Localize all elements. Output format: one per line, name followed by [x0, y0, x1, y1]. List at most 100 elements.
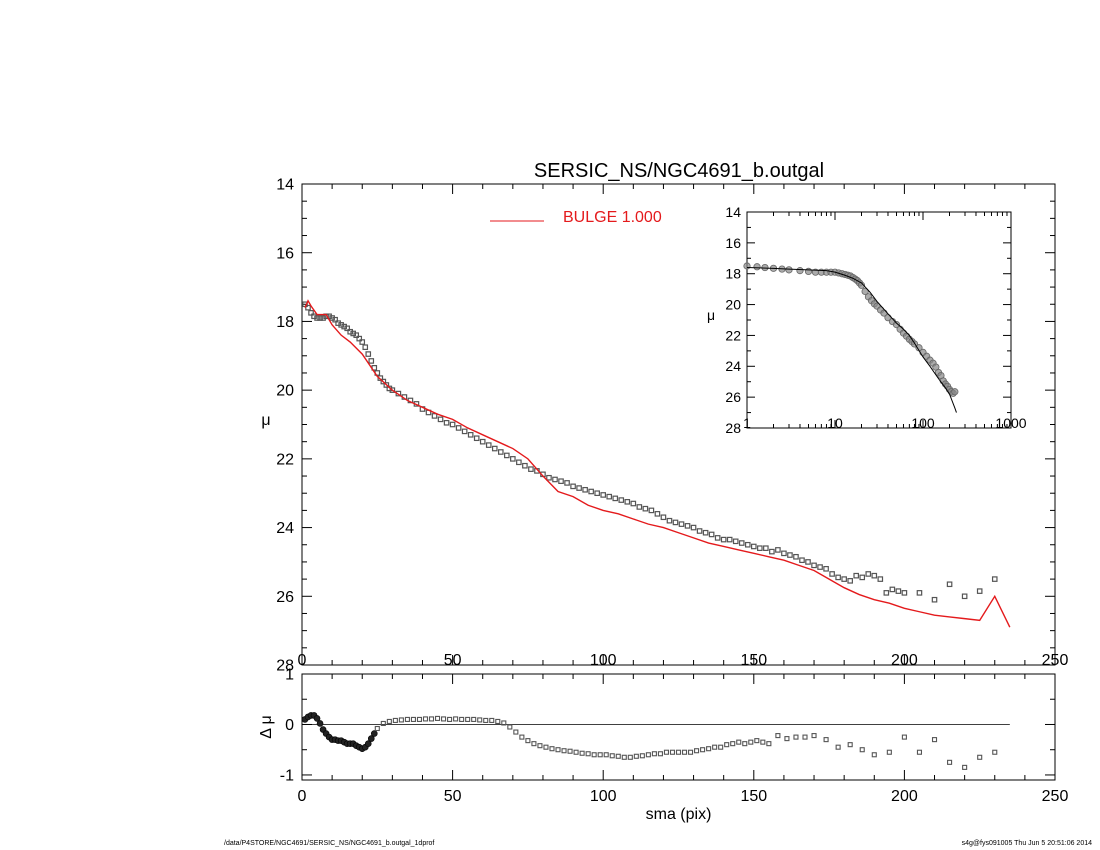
- residual-point: [519, 734, 525, 740]
- x-tick-label: 150: [740, 788, 767, 805]
- residual-point: [718, 744, 724, 750]
- inset-background: [747, 212, 1011, 428]
- residual-point: [871, 752, 877, 758]
- residual-point: [621, 754, 627, 760]
- data-point: [835, 574, 841, 581]
- data-point: [443, 419, 450, 426]
- residual-point: [663, 749, 670, 755]
- data-point: [332, 316, 338, 323]
- chart-title: SERSIC_NS/NGC4691_b.outgal: [534, 160, 824, 182]
- residual-point: [736, 739, 742, 745]
- data-point: [901, 590, 908, 596]
- model-line: [304, 299, 1011, 628]
- x-tick-label: 250: [1042, 652, 1069, 669]
- main-plot: 0 50 100 150 200 250 14 16 18 20 22 24 26 28 μ: [261, 177, 1068, 675]
- residual-point: [441, 716, 447, 722]
- data-point: [356, 335, 363, 342]
- data-point: [353, 332, 360, 338]
- residual-point: [931, 737, 938, 743]
- residual-point: [416, 716, 423, 722]
- data-point: [618, 497, 625, 503]
- data-point: [931, 596, 938, 603]
- residual-point: [700, 747, 706, 753]
- residual-point: [823, 737, 829, 743]
- data-point: [314, 315, 320, 321]
- y-tick-label: 20: [276, 383, 294, 400]
- data-point: [726, 536, 733, 543]
- data-point: [630, 500, 637, 507]
- residual-point: [531, 741, 537, 747]
- data-point: [642, 505, 649, 512]
- data-point: [461, 428, 468, 435]
- residual-point: [398, 717, 404, 723]
- residual-point: [847, 742, 853, 748]
- y-tick-label: 24: [276, 520, 294, 537]
- residual-point: [313, 715, 321, 722]
- residual-point: [567, 748, 573, 754]
- data-point: [516, 459, 522, 466]
- data-point: [528, 466, 534, 472]
- x-tick-label: 200: [891, 788, 918, 805]
- data-point: [883, 590, 890, 596]
- x-tick-label: 250: [1042, 788, 1069, 805]
- data-point: [811, 562, 817, 569]
- x-tick-label: 100: [911, 415, 935, 431]
- data-point: [991, 576, 998, 582]
- data-point: [606, 493, 613, 500]
- x-tick-label: 0: [298, 788, 307, 805]
- residual-point: [724, 742, 730, 748]
- residual-point: [591, 752, 597, 758]
- data-point: [648, 507, 655, 514]
- data-point: [672, 519, 679, 526]
- residual-point: [766, 741, 772, 747]
- residual-point: [525, 738, 531, 744]
- data-point: [612, 495, 619, 502]
- residual-point: [675, 749, 682, 755]
- data-point: [305, 304, 311, 311]
- inset-data-point: [753, 263, 761, 271]
- data-point: [437, 416, 444, 423]
- residual-point: [615, 753, 621, 759]
- residual-point: [367, 735, 375, 742]
- legend: BULGE 1.000: [490, 209, 662, 226]
- data-point: [823, 565, 829, 572]
- data-point: [946, 581, 953, 588]
- residual-point: [392, 717, 398, 723]
- residual-point: [811, 733, 817, 739]
- y-tick-label: 24: [725, 358, 741, 374]
- x-axis-label: sma (pix): [646, 806, 712, 823]
- data-point: [738, 540, 745, 546]
- data-point: [769, 548, 775, 555]
- residual-point: [901, 734, 907, 740]
- x-tick-label: 100: [590, 788, 617, 805]
- residual-point: [627, 754, 633, 760]
- residual-point: [386, 718, 392, 724]
- y-tick-label: 18: [276, 314, 294, 331]
- data-point: [588, 488, 594, 495]
- residual-point: [597, 752, 603, 758]
- residual-point: [459, 716, 465, 722]
- residual-point: [639, 753, 645, 759]
- data-point: [799, 557, 805, 564]
- y-tick-label: 18: [725, 266, 741, 282]
- data-point: [690, 524, 697, 531]
- residual-point: [962, 764, 968, 770]
- data-point: [793, 553, 799, 560]
- data-point: [564, 480, 570, 486]
- x-tick-label: 50: [444, 788, 462, 805]
- data-point: [696, 528, 703, 534]
- inset-model-line: [746, 267, 957, 413]
- data-point: [570, 483, 576, 490]
- residual-point: [549, 746, 555, 752]
- data-point: [317, 315, 323, 321]
- data-point: [594, 490, 600, 497]
- residual-point: [657, 751, 663, 757]
- x-tick-label: 1: [743, 415, 751, 431]
- residual-point: [681, 749, 688, 755]
- residual-point: [742, 741, 748, 747]
- residual-point: [364, 740, 372, 747]
- data-point: [787, 552, 793, 558]
- data-point: [684, 523, 691, 529]
- data-point: [467, 432, 474, 438]
